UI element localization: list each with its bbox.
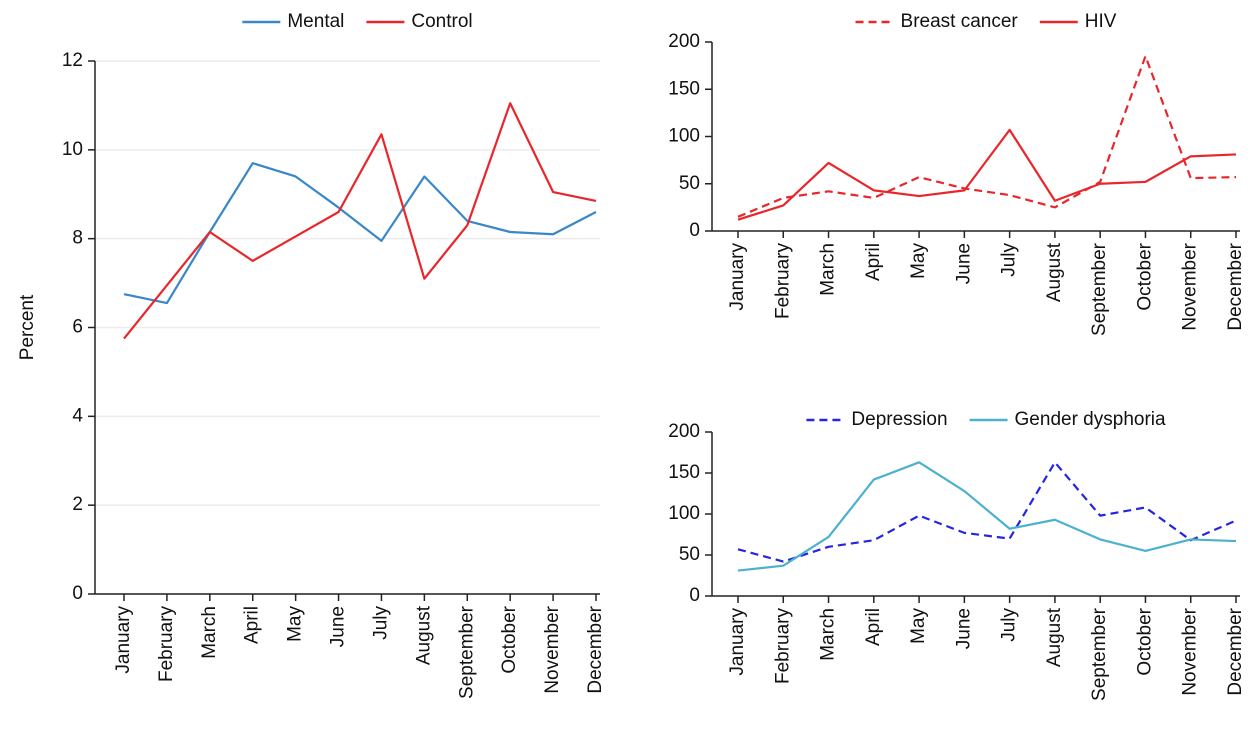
y-tick-label: 200 (668, 31, 700, 52)
x-tick-label: November (1180, 242, 1201, 330)
legend-label: Depression (851, 409, 947, 430)
x-tick-label: October (1134, 242, 1155, 310)
y-tick-label: 150 (668, 462, 700, 483)
x-tick-label: May (285, 606, 306, 642)
y-tick-label: 150 (668, 78, 700, 99)
y-tick-label: 0 (689, 220, 700, 241)
series-line (737, 461, 1237, 572)
x-tick-label: April (863, 243, 884, 281)
x-tick-label: September (1089, 607, 1110, 701)
y-tick-label: 8 (72, 228, 83, 249)
legend-label: Control (411, 11, 472, 32)
series-line (737, 55, 1237, 218)
legend: Depression Gender dysphoria (806, 409, 1166, 430)
y-tick-label: 6 (72, 317, 83, 338)
legend-label: HIV (1085, 11, 1117, 32)
x-tick-label: June (953, 608, 974, 649)
x-tick-label: January (727, 243, 748, 311)
legend: Mental Control (242, 11, 473, 32)
x-tick-label: March (818, 608, 839, 661)
y-tick-label: 100 (668, 503, 700, 524)
legend-label: Gender dysphoria (1015, 409, 1166, 430)
series-line (737, 461, 1237, 563)
y-tick-label: 12 (62, 50, 83, 71)
y-tick-label: 4 (72, 405, 83, 426)
x-tick-label: February (156, 606, 177, 683)
y-tick-label: 10 (62, 139, 83, 160)
x-tick-label: October (1134, 607, 1155, 675)
x-tick-label: August (1044, 607, 1065, 667)
x-tick-label: November (542, 605, 563, 693)
x-tick-label: September (1089, 242, 1110, 336)
y-tick-label: 2 (72, 494, 83, 515)
x-tick-label: April (863, 608, 884, 646)
y-axis-label: Percent (17, 294, 38, 360)
x-tick-label: January (113, 606, 134, 674)
series-line (123, 162, 597, 305)
x-tick-label: February (772, 243, 793, 320)
x-tick-label: January (727, 608, 748, 676)
x-tick-label: July (370, 606, 391, 640)
x-tick-label: May (908, 608, 929, 644)
x-tick-label: June (328, 606, 349, 647)
subplot: 0 50 100 150 200 January February March April May… (668, 409, 1246, 701)
x-tick-label: July (999, 608, 1020, 642)
x-tick-label: August (413, 605, 434, 665)
x-tick-label: April (242, 606, 263, 644)
legend-label: Mental (287, 11, 344, 32)
x-tick-label: December (1225, 242, 1246, 330)
y-tick-label: 200 (668, 421, 700, 442)
x-tick-label: March (199, 606, 220, 659)
x-tick-label: February (772, 608, 793, 685)
x-tick-label: December (585, 605, 606, 693)
legend: Breast cancer HIV (855, 11, 1117, 32)
subplot: 0 2 4 6 8 10 12 January February March April May Jun… (17, 11, 606, 699)
x-tick-label: June (953, 243, 974, 284)
y-tick-label: 50 (679, 173, 700, 194)
x-tick-label: August (1044, 242, 1065, 302)
x-tick-label: December (1225, 607, 1246, 695)
x-tick-label: March (818, 243, 839, 296)
x-tick-label: May (908, 243, 929, 279)
y-tick-label: 0 (689, 585, 700, 606)
x-tick-label: November (1180, 607, 1201, 695)
legend-label: Breast cancer (901, 11, 1019, 32)
y-tick-label: 50 (679, 544, 700, 565)
y-tick-label: 0 (72, 583, 83, 604)
series-line (123, 102, 597, 340)
series-line (737, 128, 1237, 221)
x-tick-label: September (456, 605, 477, 699)
x-tick-label: October (499, 605, 520, 673)
y-tick-label: 100 (668, 126, 700, 147)
subplot: 0 50 100 150 200 January February March April May… (668, 11, 1246, 336)
x-tick-label: July (999, 243, 1020, 277)
